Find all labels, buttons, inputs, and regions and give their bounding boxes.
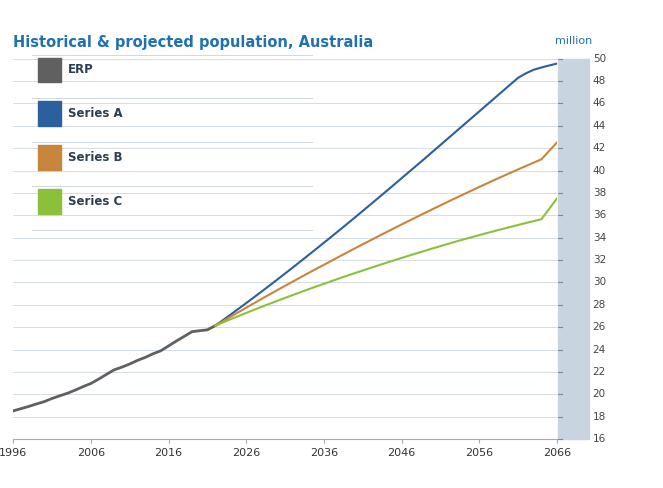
Text: Series A: Series A — [68, 107, 122, 120]
Text: 24: 24 — [593, 345, 606, 355]
Text: Series B: Series B — [68, 151, 122, 164]
Bar — [38, 145, 60, 170]
Text: 26: 26 — [593, 322, 606, 332]
Text: ERP: ERP — [68, 63, 93, 77]
Bar — [38, 58, 60, 82]
Text: 16: 16 — [593, 434, 606, 444]
Text: 40: 40 — [593, 165, 606, 176]
Text: 36: 36 — [593, 210, 606, 220]
Text: 18: 18 — [593, 412, 606, 422]
Text: 42: 42 — [593, 143, 606, 153]
Bar — [38, 189, 60, 214]
Text: million: million — [555, 37, 592, 46]
Text: 38: 38 — [593, 188, 606, 198]
Bar — [38, 102, 60, 126]
Text: Series C: Series C — [68, 195, 122, 208]
Text: 50: 50 — [593, 54, 606, 63]
Text: 20: 20 — [593, 389, 606, 399]
Text: 44: 44 — [593, 121, 606, 131]
Text: 28: 28 — [593, 300, 606, 310]
Text: 30: 30 — [593, 278, 606, 287]
Text: 22: 22 — [593, 367, 606, 377]
Text: 46: 46 — [593, 99, 606, 108]
Text: Historical & projected population, Australia: Historical & projected population, Austr… — [13, 36, 373, 50]
Text: 32: 32 — [593, 255, 606, 265]
Text: 48: 48 — [593, 76, 606, 86]
Text: 34: 34 — [593, 233, 606, 243]
